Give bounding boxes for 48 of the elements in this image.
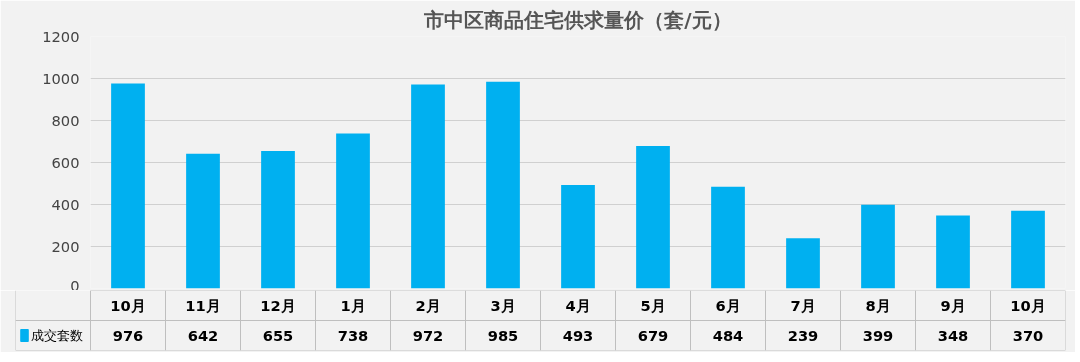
bar xyxy=(861,204,895,289)
data-label: 370 xyxy=(1012,326,1044,344)
x-tick-label: 4月 xyxy=(565,297,591,314)
data-label: 239 xyxy=(787,326,819,344)
x-tick-label: 12月 xyxy=(260,297,296,314)
data-label: 679 xyxy=(637,326,669,344)
x-tick-label: 6月 xyxy=(715,297,741,314)
data-label: 399 xyxy=(862,326,894,344)
x-tick-label: 2月 xyxy=(415,297,441,314)
bar xyxy=(486,81,520,289)
data-label: 348 xyxy=(937,326,969,344)
data-label: 985 xyxy=(487,326,519,344)
data-label: 738 xyxy=(337,326,369,344)
bar xyxy=(1011,210,1045,289)
x-tick-label: 1月 xyxy=(340,297,366,314)
bar xyxy=(936,215,970,289)
y-tick-label: 200 xyxy=(51,237,80,255)
data-label: 642 xyxy=(187,326,219,344)
data-label: 655 xyxy=(262,326,294,344)
x-tick-label: 11月 xyxy=(185,297,221,314)
x-tick-label: 9月 xyxy=(940,297,966,314)
bar xyxy=(411,84,445,289)
x-tick-label: 3月 xyxy=(490,297,516,314)
bar xyxy=(111,83,145,289)
data-label: 976 xyxy=(112,326,144,344)
y-tick-label: 1200 xyxy=(42,27,80,45)
data-label: 484 xyxy=(712,326,744,344)
x-tick-label: 8月 xyxy=(865,297,891,314)
x-tick-label: 7月 xyxy=(790,297,816,314)
bar xyxy=(561,184,595,289)
bar xyxy=(636,145,670,289)
y-tick-label: 800 xyxy=(51,111,80,129)
y-tick-label: 600 xyxy=(51,153,80,171)
data-label: 493 xyxy=(562,326,594,344)
bar xyxy=(786,238,820,289)
x-tick-label: 10月 xyxy=(110,297,146,314)
bar xyxy=(336,133,370,289)
chart-title: 市中区商品住宅供求量价（套/元） xyxy=(423,7,732,32)
y-tick-label: 400 xyxy=(51,195,80,213)
legend-label: 成交套数 xyxy=(30,328,83,343)
bar xyxy=(186,153,220,289)
y-tick-label: 0 xyxy=(70,276,80,294)
y-tick-label: 1000 xyxy=(42,69,80,87)
bar xyxy=(261,150,295,289)
data-label: 972 xyxy=(412,326,444,344)
bar xyxy=(711,186,745,289)
x-tick-label: 10月 xyxy=(1010,297,1046,314)
x-tick-label: 5月 xyxy=(640,297,666,314)
